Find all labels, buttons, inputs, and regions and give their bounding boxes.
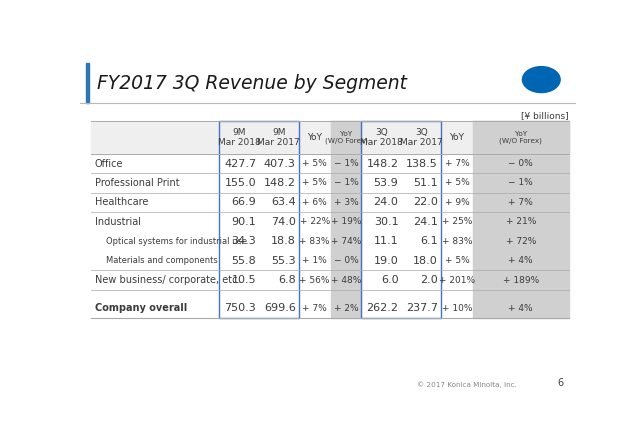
Text: 407.3: 407.3 — [264, 159, 296, 168]
Text: + 3%: + 3% — [333, 198, 358, 207]
Text: − 0%: − 0% — [333, 256, 358, 265]
Bar — [331, 121, 361, 318]
Text: 22.0: 22.0 — [413, 198, 438, 207]
Text: 2.0: 2.0 — [420, 275, 438, 285]
Text: 11.1: 11.1 — [374, 236, 399, 246]
Bar — [473, 121, 568, 318]
Text: Industrial: Industrial — [95, 217, 141, 227]
Text: + 25%: + 25% — [442, 218, 472, 226]
Text: 6: 6 — [557, 378, 564, 388]
Bar — [86, 63, 89, 103]
Text: + 83%: + 83% — [300, 237, 330, 246]
Text: 34.3: 34.3 — [231, 236, 256, 246]
Text: Office: Office — [95, 159, 124, 168]
Text: 262.2: 262.2 — [367, 303, 399, 313]
Text: 750.3: 750.3 — [224, 303, 256, 313]
Text: + 21%: + 21% — [506, 218, 536, 226]
Text: 18.0: 18.0 — [413, 256, 438, 266]
Text: 53.9: 53.9 — [374, 178, 399, 188]
Text: + 74%: + 74% — [331, 237, 361, 246]
Text: 63.4: 63.4 — [271, 198, 296, 207]
Text: 155.0: 155.0 — [225, 178, 256, 188]
Text: + 83%: + 83% — [442, 237, 472, 246]
Text: 9M
Mar 2018: 9M Mar 2018 — [218, 128, 260, 147]
Bar — [331, 121, 361, 154]
Text: Healthcare: Healthcare — [95, 198, 148, 207]
Text: YoY: YoY — [307, 133, 322, 142]
Bar — [219, 121, 299, 318]
Text: + 2%: + 2% — [333, 303, 358, 313]
Text: 699.6: 699.6 — [264, 303, 296, 313]
Text: 55.8: 55.8 — [231, 256, 256, 266]
Text: Professional Print: Professional Print — [95, 178, 179, 188]
Text: © 2017 Konica Minolta, Inc.: © 2017 Konica Minolta, Inc. — [417, 381, 517, 388]
Text: 427.7: 427.7 — [224, 159, 256, 168]
Text: 51.1: 51.1 — [413, 178, 438, 188]
Text: [¥ billions]: [¥ billions] — [521, 111, 568, 120]
Text: + 10%: + 10% — [442, 303, 472, 313]
Bar — [473, 121, 568, 154]
Text: + 72%: + 72% — [506, 237, 536, 246]
Text: + 6%: + 6% — [302, 198, 327, 207]
Text: Company overall: Company overall — [95, 303, 187, 313]
Text: + 4%: + 4% — [509, 256, 533, 265]
Text: 24.1: 24.1 — [413, 217, 438, 227]
Text: 55.3: 55.3 — [271, 256, 296, 266]
Text: + 201%: + 201% — [439, 276, 475, 285]
Text: + 1%: + 1% — [302, 256, 327, 265]
Text: 148.2: 148.2 — [367, 159, 399, 168]
Circle shape — [522, 66, 560, 93]
Text: + 4%: + 4% — [509, 303, 533, 313]
Text: 237.7: 237.7 — [406, 303, 438, 313]
Text: YoY: YoY — [449, 133, 465, 142]
Text: 6.0: 6.0 — [381, 275, 399, 285]
Text: + 5%: + 5% — [445, 179, 469, 187]
Text: + 5%: + 5% — [302, 159, 327, 168]
Text: 18.8: 18.8 — [271, 236, 296, 246]
Text: + 7%: + 7% — [508, 198, 533, 207]
Text: + 19%: + 19% — [331, 218, 361, 226]
Text: + 5%: + 5% — [302, 179, 327, 187]
Text: − 1%: − 1% — [508, 179, 533, 187]
Text: − 1%: − 1% — [333, 159, 358, 168]
Text: 148.2: 148.2 — [264, 178, 296, 188]
Text: 10.5: 10.5 — [232, 275, 256, 285]
Text: 30.1: 30.1 — [374, 217, 399, 227]
Text: New business/ corporate, etc.: New business/ corporate, etc. — [95, 275, 241, 285]
Text: + 7%: + 7% — [302, 303, 327, 313]
Text: 6.1: 6.1 — [420, 236, 438, 246]
Text: + 9%: + 9% — [445, 198, 469, 207]
Text: 66.9: 66.9 — [231, 198, 256, 207]
Text: 74.0: 74.0 — [271, 217, 296, 227]
Text: + 7%: + 7% — [445, 159, 469, 168]
Text: 6.8: 6.8 — [278, 275, 296, 285]
Text: + 56%: + 56% — [300, 276, 330, 285]
Text: YoY
(W/O Forex): YoY (W/O Forex) — [499, 131, 542, 144]
Text: 138.5: 138.5 — [406, 159, 438, 168]
Text: 3Q
Mar 2017: 3Q Mar 2017 — [400, 128, 443, 147]
Bar — [91, 121, 568, 154]
Text: + 189%: + 189% — [502, 276, 539, 285]
Text: − 0%: − 0% — [508, 159, 533, 168]
Text: YoY
(W/O Forex): YoY (W/O Forex) — [324, 131, 367, 144]
Text: 9M
Mar 2017: 9M Mar 2017 — [257, 128, 300, 147]
Text: 19.0: 19.0 — [374, 256, 399, 266]
Text: + 22%: + 22% — [300, 218, 330, 226]
Bar — [361, 121, 441, 318]
Text: Materials and components: Materials and components — [106, 256, 218, 265]
Text: + 5%: + 5% — [445, 256, 469, 265]
Text: + 48%: + 48% — [331, 276, 361, 285]
Text: 3Q
Mar 2018: 3Q Mar 2018 — [360, 128, 403, 147]
Text: Optical systems for industrial use: Optical systems for industrial use — [106, 237, 247, 246]
Text: 90.1: 90.1 — [231, 217, 256, 227]
Text: − 1%: − 1% — [333, 179, 358, 187]
Text: 24.0: 24.0 — [374, 198, 399, 207]
Text: FY2017 3Q Revenue by Segment: FY2017 3Q Revenue by Segment — [97, 74, 407, 93]
